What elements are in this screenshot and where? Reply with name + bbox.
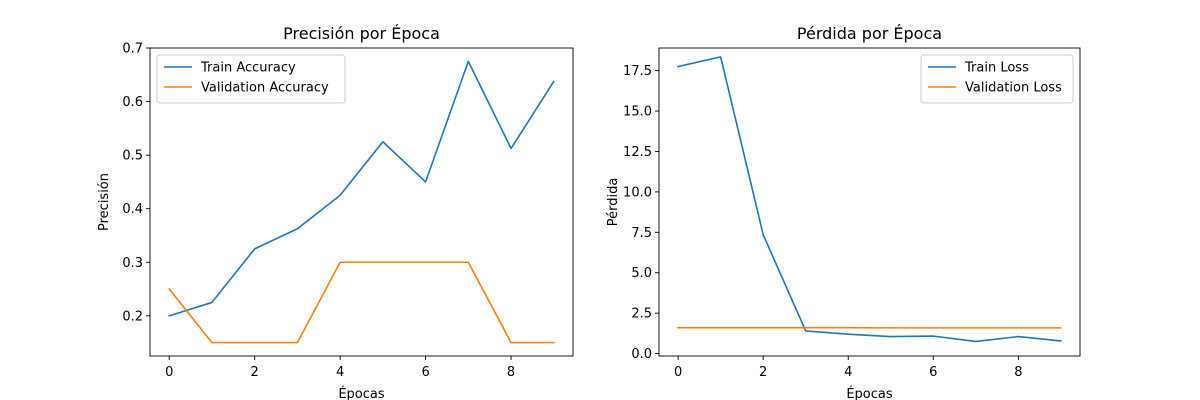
chart-title: Precisión por Época xyxy=(283,24,440,43)
legend-label: Train Accuracy xyxy=(200,61,296,76)
y-tick-label: 7.5 xyxy=(631,226,652,241)
legend-label: Validation Loss xyxy=(965,81,1062,96)
y-tick-label: 0.5 xyxy=(122,149,143,164)
y-tick-label: 15.0 xyxy=(623,105,652,120)
y-tick-label: 12.5 xyxy=(623,145,652,160)
plot-frame xyxy=(658,47,1081,357)
accuracy-chart: Precisión por Época 0 2 4 6 8 0.2 0.3 0.4 0.5 0.6 0… xyxy=(97,24,574,400)
series-line-train-loss xyxy=(677,56,1062,343)
legend-box xyxy=(156,54,346,104)
x-tick-label: 6 xyxy=(421,365,429,380)
x-tick-label: 0 xyxy=(165,365,173,380)
y-tick-label: 0.0 xyxy=(631,347,652,362)
x-tick-label: 4 xyxy=(336,365,344,380)
x-axis-label: Épocas xyxy=(846,386,893,400)
x-axis-label: Épocas xyxy=(338,386,385,400)
legend-label: Train Loss xyxy=(964,61,1029,76)
y-axis-label: Pérdida xyxy=(606,178,621,227)
x-tick-label: 8 xyxy=(507,365,515,380)
y-axis-label: Precisión xyxy=(97,173,112,231)
y-tick-label: 0.2 xyxy=(122,309,143,324)
y-tick-label: 2.5 xyxy=(631,307,652,322)
x-tick-label: 2 xyxy=(251,365,259,380)
x-tick-label: 4 xyxy=(844,365,852,380)
y-tick-label: 10.0 xyxy=(623,185,652,200)
y-tick-label: 0.6 xyxy=(122,95,143,110)
x-tick-label: 2 xyxy=(759,365,767,380)
loss-chart: Pérdida por Época 0 2 4 6 8 0.0 2.5 5.0 7.5 10.0 12… xyxy=(606,24,1081,400)
x-tick-label: 6 xyxy=(929,365,937,380)
x-tick-label: 0 xyxy=(674,365,682,380)
y-tick-label: 5.0 xyxy=(631,266,652,281)
series-line-train-accuracy xyxy=(168,60,555,317)
plot-frame xyxy=(149,47,574,357)
chart-title: Pérdida por Época xyxy=(797,24,942,43)
legend-label: Validation Accuracy xyxy=(201,81,329,96)
y-tick-label: 0.7 xyxy=(122,42,143,57)
y-tick-label: 17.5 xyxy=(623,64,652,79)
legend-box xyxy=(920,54,1074,104)
y-tick-label: 0.3 xyxy=(122,256,143,271)
series-line-validation-accuracy xyxy=(168,261,555,344)
x-tick-label: 8 xyxy=(1014,365,1022,380)
y-tick-label: 0.4 xyxy=(122,202,143,217)
